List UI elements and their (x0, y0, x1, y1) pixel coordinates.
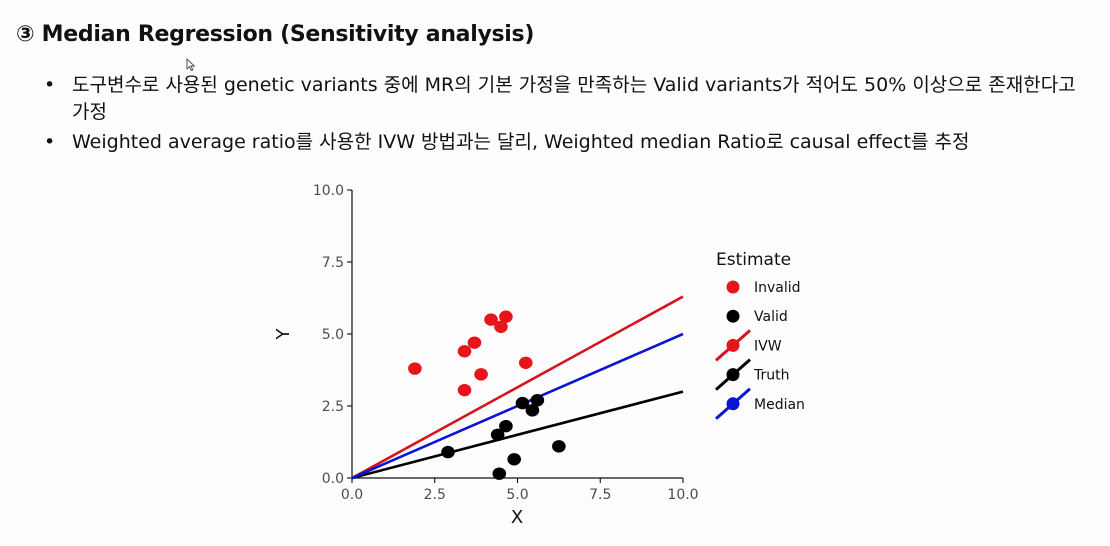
x-tick-label: 0.0 (341, 487, 363, 503)
valid-point (525, 404, 540, 417)
ivw-fit-line (351, 295, 684, 480)
y-tick-label: 0.0 (322, 471, 344, 487)
bullet-item-valid-variants: 도구변수로 사용된 genetic variants 중에 MR의 기본 가정을… (44, 72, 1094, 126)
invalid-point (467, 336, 482, 349)
valid-point (530, 394, 545, 407)
mouse-pointer-icon (186, 58, 196, 72)
legend-ivw-label: IVW (754, 338, 782, 354)
fit-lines (351, 295, 684, 480)
valid-point (441, 445, 455, 459)
x-tick-label: 5.0 (506, 487, 528, 503)
invalid-point (457, 345, 472, 358)
invalid-point (518, 356, 533, 369)
x-tick-label: 7.5 (589, 487, 611, 503)
legend-valid-marker (726, 309, 740, 323)
x-tick-label: 10.0 (667, 487, 698, 503)
slide-title: ③ Median Regression (Sensitivity analysi… (16, 22, 535, 47)
invalid-point (484, 313, 498, 326)
truth-fit-line (351, 390, 684, 480)
invalid-point (499, 310, 513, 323)
invalid-point (457, 383, 472, 397)
valid-point (515, 396, 530, 410)
y-tick-label: 5.0 (322, 327, 344, 343)
x-tick-label: 2.5 (424, 487, 446, 503)
legend-invalid-label: Invalid (754, 280, 801, 296)
y-tick-label: 10.0 (313, 183, 344, 199)
axes: 0.0 2.5 5.0 7.5 10.0 0.0 2.5 5.0 7.5 10.0 (313, 183, 699, 503)
valid-point (492, 467, 507, 480)
valid-point (499, 419, 513, 433)
legend-truth-label: Truth (753, 368, 790, 384)
invalid-point (494, 320, 508, 333)
valid-point (490, 428, 505, 441)
x-axis-label: X (511, 507, 523, 528)
y-axis-label: Y (273, 328, 294, 341)
y-tick-label: 7.5 (322, 255, 344, 271)
valid-point (507, 453, 521, 466)
legend-title: Estimate (716, 250, 791, 270)
legend-median-marker (726, 397, 740, 411)
invalid-point (408, 362, 422, 375)
legend-truth-marker (726, 368, 740, 382)
legend-median-label: Median (754, 397, 805, 413)
data-points (408, 310, 566, 480)
legend-invalid-marker (726, 280, 740, 294)
invalid-point (474, 368, 488, 381)
valid-point (552, 440, 566, 453)
legend: Estimate Invalid Valid IVW Truth Median (715, 250, 805, 420)
bullet-item-weighted-median: Weighted average ratio를 사용한 IVW 방법과는 달리,… (44, 129, 1094, 156)
y-tick-label: 2.5 (322, 399, 344, 415)
bullet-list: 도구변수로 사용된 genetic variants 중에 MR의 기본 가정을… (44, 72, 1094, 159)
legend-valid-label: Valid (754, 309, 788, 325)
scatter-chart: 0.0 2.5 5.0 7.5 10.0 0.0 2.5 5.0 7.5 10.0 Estimat… (273, 183, 805, 528)
legend-ivw-marker (726, 338, 740, 352)
